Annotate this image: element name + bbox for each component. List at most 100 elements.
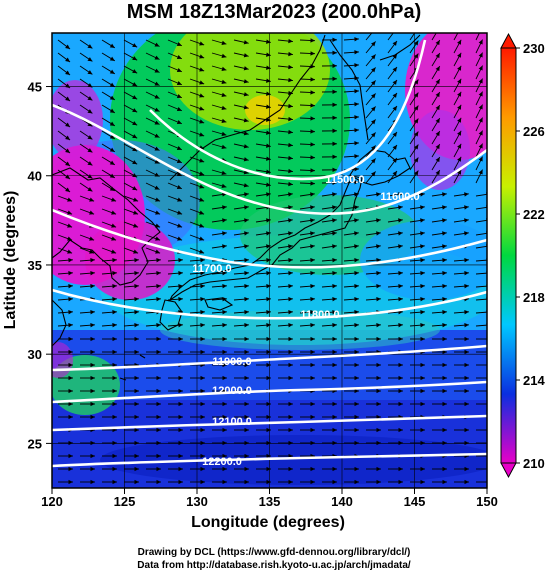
wind-vector-head	[332, 283, 337, 289]
wind-vector-head	[111, 249, 117, 254]
wind-vector-head	[332, 102, 337, 108]
wind-vector-head	[398, 231, 403, 236]
wind-vector-head	[156, 296, 161, 302]
wind-vector-head	[435, 66, 440, 72]
colorbar-max-arrow	[500, 32, 517, 49]
wind-vector-head	[222, 231, 227, 236]
wind-vector-head	[112, 375, 117, 381]
y-tick-label: 25	[28, 436, 42, 451]
wind-vector-head	[310, 181, 315, 186]
wind-vector-head	[87, 161, 93, 166]
wind-vector-head	[87, 148, 93, 153]
wind-vector-head	[332, 270, 337, 276]
wind-vector-head	[200, 322, 205, 328]
wind-vector-head	[244, 375, 249, 381]
wind-vector-head	[420, 283, 425, 289]
wind-vector-head	[222, 349, 227, 355]
wind-vector-head	[332, 466, 337, 472]
wind-vector-head	[354, 362, 359, 368]
wind-vector-head	[90, 440, 95, 446]
wind-vector-head	[112, 349, 117, 355]
wind-vector-head	[178, 479, 183, 485]
wind-vector-head	[376, 283, 381, 289]
wind-vector	[475, 272, 487, 275]
wind-vector-head	[244, 270, 249, 276]
wind-vector-head	[87, 135, 93, 140]
wind-vector-head	[371, 171, 376, 177]
wind-vector-head	[354, 205, 359, 210]
wind-vector-head	[112, 283, 117, 289]
wind-vector-head	[332, 427, 337, 433]
wind-vector-head	[132, 69, 138, 74]
wind-vector-head	[457, 104, 462, 110]
wind-vector-head	[478, 104, 483, 110]
wind-vector-head	[156, 322, 161, 328]
colorbar-min-arrow	[500, 462, 517, 479]
wind-vector-head	[244, 414, 249, 420]
wind-vector-head	[464, 218, 469, 223]
wind-vector-head	[200, 388, 205, 394]
wind-vector-head	[464, 401, 469, 407]
y-tick-label: 45	[28, 80, 42, 95]
wind-vector-head	[442, 427, 447, 433]
wind-vector-head	[478, 169, 483, 175]
wind-vector-head	[332, 167, 337, 173]
wind-vector-head	[354, 37, 359, 42]
wind-vector-head	[200, 466, 205, 472]
wind-vector-head	[199, 54, 205, 59]
wind-vector-head	[398, 283, 403, 289]
wind-vector-head	[200, 349, 205, 355]
wind-vector-head	[288, 270, 293, 276]
wind-vector-head	[435, 40, 440, 46]
wind-vector-head	[132, 173, 138, 178]
wind-vector-head	[177, 197, 183, 202]
wind-vector-head	[288, 90, 293, 96]
wind-vector-head	[221, 53, 227, 58]
wind-vector-head	[478, 156, 483, 162]
wind-vector-head	[442, 466, 447, 472]
wind-vector-head	[156, 401, 161, 407]
wind-vector-head	[244, 479, 249, 485]
wind-vector	[387, 33, 394, 41]
wind-vector-head	[457, 52, 462, 58]
wind-vector-head	[442, 401, 447, 407]
wind-vector-head	[288, 414, 293, 420]
wind-vector-head	[420, 440, 425, 446]
wind-vector-head	[479, 27, 483, 32]
height-contour-line	[52, 380, 487, 404]
wind-vector-head	[266, 427, 271, 433]
wind-vector-head	[200, 336, 205, 342]
wind-vector-head	[464, 466, 469, 472]
height-contour-label: 11900.0	[212, 356, 251, 368]
height-contour-line	[52, 103, 487, 216]
wind-vector-head	[457, 156, 462, 162]
wind-vector-head	[332, 115, 337, 121]
wind-vector-head	[376, 192, 381, 197]
wind-vector-head	[222, 401, 227, 407]
height-contours: 11500.0 11600.0 11700.0 11800.0 11900.0 12000…	[52, 39, 487, 468]
plot-area: 11500.0 11600.0 11700.0 11800.0 11900.0 12000…	[52, 27, 487, 488]
wind-vector-head	[398, 336, 403, 342]
wind-vector-head	[133, 223, 139, 228]
credit-drawing: Drawing by DCL (https://www.gfd-dennou.o…	[137, 547, 411, 558]
wind-vector-head	[332, 205, 337, 210]
wind-vector-head	[392, 66, 397, 72]
wind-vector-head	[435, 53, 440, 59]
wind-vector-head	[178, 414, 183, 420]
wind-vector-head	[132, 82, 138, 87]
wind-vector-head	[244, 322, 249, 328]
wind-vector-head	[464, 336, 469, 342]
wind-vector-head	[398, 375, 403, 381]
wind-vector-head	[371, 93, 376, 99]
wind-vector-head	[414, 92, 419, 98]
wind-vector-head	[457, 78, 462, 84]
wind-vector-head	[244, 205, 249, 210]
wind-vector-head	[398, 322, 403, 328]
x-axis-label: Longitude (degrees)	[191, 514, 345, 531]
wind-vector-head	[310, 296, 315, 302]
wind-vector-head	[222, 283, 227, 289]
wind-vector-head	[354, 89, 359, 94]
wind-vector-head	[442, 375, 447, 381]
wind-vector-head	[68, 375, 73, 381]
wind-vector-head	[68, 479, 73, 485]
